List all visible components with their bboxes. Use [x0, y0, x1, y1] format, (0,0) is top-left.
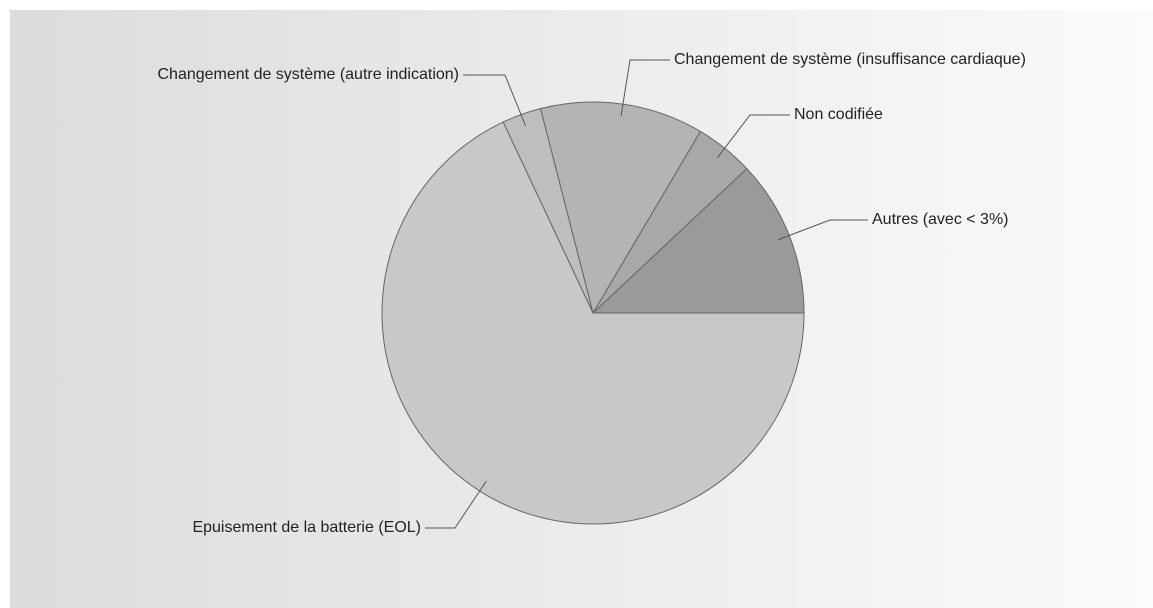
slice-label: Autres (avec < 3%): [872, 211, 1009, 228]
slice-label: Epuisement de la batterie (EOL): [192, 519, 421, 536]
slice-label: Changement de système (autre indication): [158, 66, 460, 83]
leader-line: [425, 480, 487, 529]
leader-line: [777, 219, 868, 241]
leader-line: [463, 74, 527, 126]
leader-line: [717, 114, 790, 158]
leader-line: [620, 59, 670, 117]
slice-label: Non codifiée: [794, 106, 883, 123]
slice-label: Changement de système (insuffisance card…: [674, 51, 1026, 68]
